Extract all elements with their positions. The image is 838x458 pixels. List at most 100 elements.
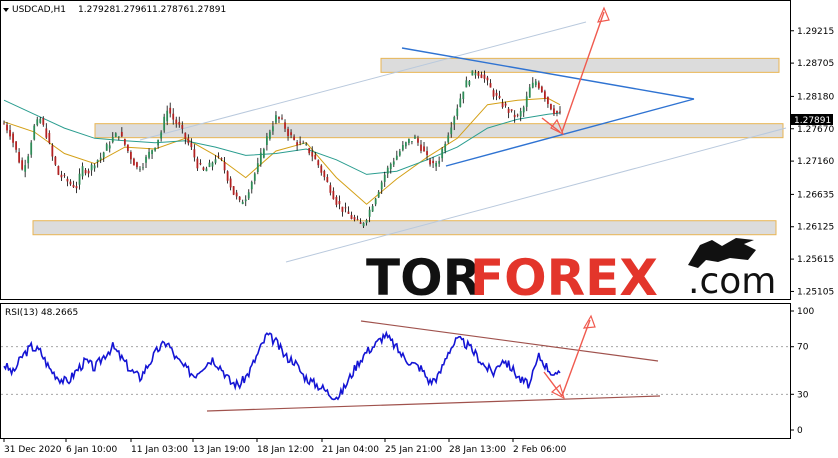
candle-body [395,155,398,160]
candle-body [429,159,431,165]
candle-body [241,201,244,205]
candle-body [392,161,395,165]
candle-body [99,157,102,160]
candle-body [290,132,292,136]
candle-body [148,151,150,158]
sr-zone-1 [94,123,784,139]
candle-body [420,144,422,151]
candle-body [314,154,317,160]
candle-body [142,167,144,169]
candle-body [547,97,549,104]
candle-body [489,83,492,88]
candle-body [42,118,45,125]
candle-body [226,171,229,181]
candle-body [220,158,223,160]
candle-body [75,186,78,189]
candle-body [414,136,416,139]
candle-body [404,142,407,147]
candle-body [205,168,208,172]
candle-body [383,174,386,182]
candle-body [229,178,232,188]
candle-body [528,87,531,98]
candle-body [531,82,534,88]
sr-zone-2 [32,220,777,236]
svg-text:FOREX: FOREX [470,249,658,307]
rsi-series [3,330,561,401]
rsi-forecast-arrows [543,314,596,400]
candle-body [338,201,341,205]
candle-body [293,136,295,140]
candle-body [265,136,268,146]
candle-body [317,160,320,166]
candle-body [217,155,220,157]
candle-body [513,114,516,118]
candle-body [120,131,123,137]
candle-body [408,138,410,143]
candle-body [453,117,456,125]
candle-body [456,108,459,117]
candle-body [278,117,280,119]
candle-body [172,113,175,120]
candle-body [36,119,39,126]
candle-body [522,107,525,113]
candle-body [329,185,332,193]
candle-body [262,149,265,158]
candle-body [181,124,184,129]
candle-body [39,118,42,123]
candle-body [519,111,522,117]
candle-body [223,162,226,171]
candle-body [12,133,14,143]
candle-body [377,191,380,198]
torforex-logo: TOR FOREX .com [366,238,776,307]
candle-body [139,168,141,170]
candle-body [247,192,250,199]
candle-body [296,142,299,146]
channel-top-line [139,21,587,141]
candle-body [380,182,383,190]
candle-body [417,138,419,143]
candle-body [371,206,374,212]
candle-body [154,147,156,151]
candle-body [401,145,404,151]
candle-body [211,162,214,167]
candle-body [374,198,377,205]
candle-body [483,74,486,79]
candle-body [126,144,129,152]
candle-body [287,128,289,137]
time-tick-label: 21 Jan 04:00 [322,445,379,455]
candle-body [462,91,465,100]
svg-text:.com: .com [688,261,776,302]
candle-body [468,81,471,85]
price-tick-label: 1.29215 [797,27,834,37]
candle-body [72,184,75,188]
ohlc-low: 1.27876 [152,5,189,15]
channel-bottom-line [285,127,787,263]
candle-body [66,178,69,182]
candle-body [477,72,480,76]
candle-body [54,156,57,165]
candle-body [275,115,277,123]
candle-body [510,109,513,111]
rsi-line [3,330,561,401]
candle-body [335,196,338,205]
bull-icon [688,238,756,268]
candle-body [193,149,196,158]
candle-body [269,131,271,139]
candle-body [238,196,241,200]
candle-body [347,211,350,214]
candle-body [145,156,147,163]
candle-body [305,144,308,145]
candle-body [214,159,217,163]
candle-body [480,74,483,78]
candle-body [69,181,72,185]
candle-body [78,173,81,185]
candle-body [359,222,362,224]
rsi-title: RSI(13) 48.2665 [5,308,78,318]
ohlc-close: 1.27891 [189,5,226,15]
last-price-tag: 1.27891 [791,114,833,126]
rsi-tick-label: 100 [797,307,814,317]
time-tick-label: 25 Jan 21:00 [385,445,442,455]
candle-body [308,148,311,154]
candle-body [386,167,389,174]
